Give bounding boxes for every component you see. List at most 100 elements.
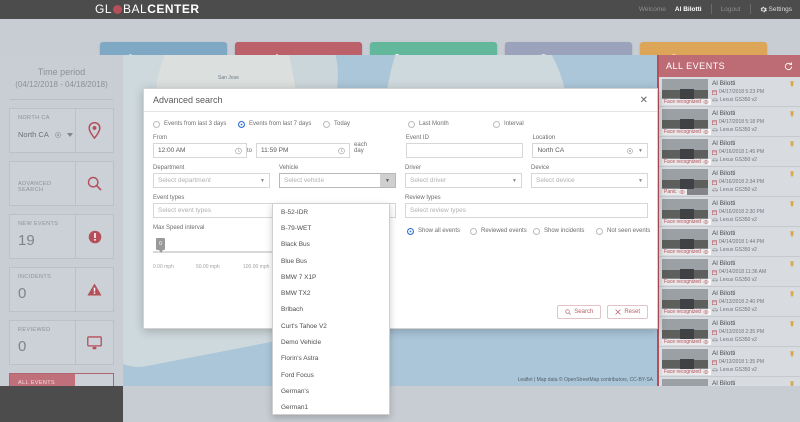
gear-icon [760,6,767,13]
map-attribution[interactable]: Leaflet | Map data © OpenStreetMap contr… [517,377,653,383]
radio-last-month[interactable]: Last Month [408,120,493,128]
radio-label: Reviewed events [481,228,527,235]
search-button[interactable]: Search [557,305,602,319]
event-list-item[interactable]: Al Bilotti 04/14/2018 11:36 AM Lexus GS350… [659,257,800,287]
vehicle-select[interactable]: Select vehicle ▼ [279,173,396,189]
download-icon[interactable] [789,141,795,148]
radio-today[interactable]: Today [323,120,408,128]
clear-icon[interactable] [627,147,633,154]
vehicle-dropdown-option[interactable]: Blue Bus [281,257,308,265]
to-time-input[interactable]: 11:59 PM [256,143,351,159]
event-list-item[interactable]: Al Bilotti 04/14/2018 1:44 PM Lexus GS350 … [659,227,800,257]
event-timestamp-row: 04/16/2018 2:30 PM [712,209,797,215]
from-time-input[interactable]: 12:00 AM [153,143,248,159]
chevron-down-icon[interactable]: ▼ [380,174,395,188]
download-icon[interactable] [789,81,795,88]
event-timestamp: 04/14/2018 11:36 AM [719,269,767,275]
radio-show-all-events[interactable]: Show all events [407,227,470,236]
vehicle-dropdown-option[interactable]: Brlbach [281,306,304,314]
download-icon[interactable] [789,381,795,386]
device-select[interactable]: Select device ▼ [531,173,648,189]
department-select[interactable]: Select department ▼ [153,173,270,189]
download-icon[interactable] [789,171,795,178]
chevron-down-icon[interactable]: ▼ [512,177,517,184]
max-speed-slider[interactable]: 0 [153,235,281,261]
radio-interval[interactable]: Interval [493,120,578,128]
download-icon[interactable] [789,111,795,118]
to-time-value: 11:59 PM [261,147,289,155]
vehicle-dropdown-option[interactable]: Black Bus [281,241,310,249]
radio-show-incidents[interactable]: Show incidents [533,227,596,236]
thumb-vehicle [680,239,695,250]
radio-not-seen-events[interactable]: Not seen events [596,227,652,236]
app-logo[interactable]: GL BALCENTER [95,2,200,16]
event-tag: Face recognized [662,339,711,345]
download-icon[interactable] [789,231,795,238]
location-select[interactable]: North CA ▼ [532,143,648,159]
download-icon[interactable] [789,261,795,268]
download-icon[interactable] [789,201,795,208]
vehicle-dropdown-option[interactable]: Curt's Tahoe V2 [281,322,327,330]
event-list-item[interactable]: Al Bilotti 04/17/2018 5:18 PM Lexus GS350 … [659,107,800,137]
event-tag: Face recognized [662,309,711,315]
events-panel: ALL EVENTS Al Bilotti 04/17/2018 5:23 PM L… [657,55,800,386]
vehicle-dropdown-option[interactable]: German's [281,387,309,395]
event-list-item[interactable]: Al Bilotti 04/13/2018 2:35 PM Lexus GS350 … [659,317,800,347]
clock-icon[interactable] [235,147,242,154]
location-select[interactable]: North CA [18,130,75,139]
vehicle-dropdown-option[interactable]: Ford Focus [281,371,314,379]
driver-select[interactable]: Select driver ▼ [405,173,522,189]
download-icon[interactable] [789,351,795,358]
event-list-item[interactable]: Al Bilotti 04/13/2018 2:40 PM Lexus GS350 … [659,287,800,317]
slider-handle[interactable]: 0 [156,238,165,254]
slider-track[interactable] [153,251,281,254]
sidebar-card-new-events[interactable]: NEW EVENTS 19 [9,214,114,259]
chevron-down-icon[interactable]: ▼ [638,147,643,154]
calendar-icon [712,329,717,335]
event-timestamp-row: 04/16/2018 2:34 PM [712,179,797,185]
logout-link[interactable]: Logout [720,5,741,13]
search-icon[interactable] [75,162,113,205]
vehicle-dropdown-option[interactable]: B-52-IDR [281,208,309,216]
refresh-icon[interactable] [784,62,793,71]
vehicle-dropdown-option[interactable]: Demo Vehicle [281,339,322,347]
download-icon[interactable] [789,291,795,298]
event-id-input[interactable] [405,143,524,159]
event-list-item[interactable]: Al Bilotti 04/16/2018 2:30 PM Lexus GS350 … [659,197,800,227]
vehicle-dropdown-option[interactable]: German1 [281,404,309,412]
events-list[interactable]: Al Bilotti 04/17/2018 5:23 PM Lexus GS350 … [659,77,800,386]
thumb-sky [662,169,708,180]
vehicle-dropdown-option[interactable]: BMW 7 X1P [281,273,317,281]
event-list-item[interactable]: Al Bilotti 04/13/2018 1:35 PM Lexus GS350 … [659,347,800,377]
clear-icon[interactable] [55,131,61,138]
reset-button[interactable]: Reset [607,305,648,319]
radio-reviewed-events[interactable]: Reviewed events [470,227,533,236]
event-types-value: Select event types [158,207,212,215]
event-timestamp-row: 04/13/2018 2:35 PM [712,329,797,335]
settings-link[interactable]: Settings [760,6,792,13]
chevron-down-icon[interactable]: ▼ [260,177,265,184]
sidebar-card-incidents[interactable]: INCIDENTS 0 [9,267,114,312]
clock-icon[interactable] [338,147,345,154]
review-types-input[interactable]: Select review types [405,203,648,219]
event-list-item[interactable]: Al Bilotti 04/16/2018 2:34 PM Lexus GS350 … [659,167,800,197]
sidebar-card-location[interactable]: NORTH CA North CA [9,108,114,153]
vehicle-dropdown-option[interactable]: Florin's Astra [281,355,319,363]
event-thumbnail[interactable] [662,379,708,386]
event-list-item[interactable]: Al Bilotti 04/16/2018 1:45 PM Lexus GS350 … [659,137,800,167]
sidebar-card-value: 0 [18,285,27,302]
chevron-down-icon[interactable]: ▼ [638,177,643,184]
vehicle-dropdown-option[interactable]: BMW TX2 [281,290,311,298]
chevron-down-icon[interactable] [66,132,73,137]
event-list-item[interactable]: Al Bilotti [659,377,800,386]
vehicle-dropdown-list[interactable]: B-52-IDR B-79-WET Black Bus Blue Bus BMW 7 X… [272,203,390,415]
vehicle-dropdown-option[interactable]: B-79-WET [281,224,312,232]
eye-icon [703,280,709,284]
download-icon[interactable] [789,321,795,328]
radio-events-last-3-days[interactable]: Events from last 3 days [153,120,238,128]
close-icon[interactable]: ✕ [639,94,648,106]
radio-events-last-7-days[interactable]: Events from last 7 days [238,120,323,128]
event-list-item[interactable]: Al Bilotti 04/17/2018 5:23 PM Lexus GS350 … [659,77,800,107]
sidebar-card-advanced-search[interactable]: ADVANCED SEARCH [9,161,114,206]
sidebar-card-reviewed[interactable]: REVIEWED 0 [9,320,114,365]
